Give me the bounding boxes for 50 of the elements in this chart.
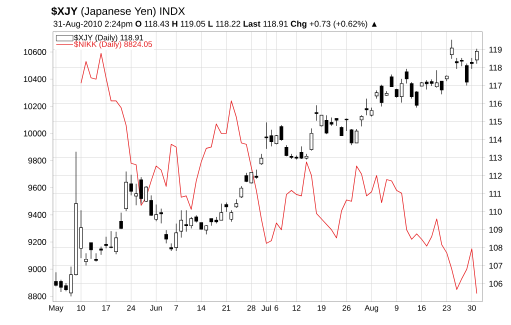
candlestick: [470, 57, 474, 69]
candlestick: [230, 210, 234, 222]
candlestick: [84, 252, 88, 266]
candlestick: [340, 126, 344, 136]
y2-tick-label: 119: [489, 46, 502, 52]
candlestick: [334, 118, 338, 126]
y2-tick-label: 118: [489, 64, 502, 70]
candlestick: [164, 230, 168, 244]
y-tick-label: 9000: [28, 266, 46, 272]
y2-tick-label: 116: [489, 100, 502, 106]
candlestick: [104, 236, 108, 248]
y2-tick-label: 107: [489, 262, 502, 268]
y-tick-label: 9400: [28, 212, 46, 218]
y2-tick-label: 114: [489, 136, 502, 142]
text: 31-Aug-2010 2:24pm O 118.43 H 119.05 L 118.22 Last 118.91 Chg +0.73 (+0.62%) ▲: [53, 20, 377, 28]
y-tick-label: 9800: [28, 157, 46, 164]
chart-title: $XJY (Japanese Yen) INDX: [51, 6, 185, 17]
y-tick-label: 10600: [24, 48, 46, 55]
y2-tick-label: 113: [489, 154, 502, 160]
candlestick: [404, 68, 408, 84]
candlestick: [464, 62, 469, 86]
candlestick: [224, 202, 228, 212]
line-series: [80, 52, 478, 294]
y2-tick-label: 115: [489, 118, 502, 124]
y-tick-label: 10200: [24, 103, 46, 110]
candlestick: [390, 74, 394, 87]
y2-tick-label: 117: [489, 82, 502, 88]
candlestick: [99, 246, 103, 255]
candlestick: [475, 48, 479, 64]
y2-tick-label: 111: [489, 190, 502, 196]
candlestick: [240, 186, 244, 198]
candlestick: [260, 153, 264, 165]
y2-tick-label: 112: [489, 172, 502, 178]
y-tick-label: 10000: [24, 130, 46, 136]
candlestick: [310, 128, 314, 151]
y-tick-label: 10400: [24, 76, 46, 82]
candlestick: [364, 98, 368, 116]
y2-tick-label: 109: [489, 226, 502, 232]
candlestick: [360, 114, 364, 126]
y-tick-label: 8800: [28, 293, 46, 300]
candlestick: [119, 212, 123, 230]
y-tick-label: 9200: [28, 238, 46, 245]
y2-tick-label: 110: [489, 208, 502, 214]
y-tick-label: 9600: [28, 184, 46, 190]
candlestick: [450, 39, 454, 59]
candlestick: [94, 252, 98, 262]
candlestick: [314, 104, 318, 121]
y2-tick-label: 106: [489, 280, 502, 286]
candlestick: [89, 242, 93, 259]
y2-tick-label: 108: [489, 244, 502, 250]
